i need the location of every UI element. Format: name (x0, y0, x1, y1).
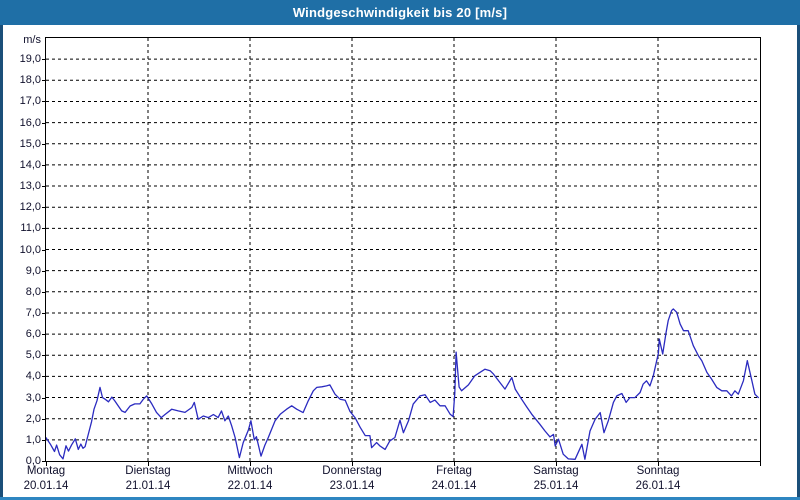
window-frame-right (797, 25, 800, 500)
x-axis-tick (46, 462, 47, 466)
x-axis-day-label: Samstag (533, 465, 579, 477)
x-axis-tick (454, 462, 455, 466)
y-axis-tick-label: 15,0 (19, 137, 41, 150)
x-axis-day-label: Dienstag (125, 465, 171, 477)
x-axis-day-label: Montag (26, 465, 66, 477)
y-axis-tick (42, 80, 46, 82)
y-axis-unit-label: m/s (23, 34, 41, 46)
y-axis-tick-label: 1,0 (25, 433, 41, 446)
y-axis-tick-label: 13,0 (19, 180, 41, 193)
wind-speed-line-chart (45, 38, 760, 461)
chart-title: Windgeschwindigkeit bis 20 [m/s] (292, 5, 508, 20)
y-axis-tick-label: 12,0 (19, 201, 41, 214)
y-axis-tick (42, 376, 46, 378)
window-frame-bottom (0, 497, 800, 500)
y-axis-tick (42, 397, 46, 399)
y-axis-tick-label: 3,0 (25, 391, 41, 404)
x-axis-date-label: 22.01.14 (227, 480, 273, 492)
x-axis-date-label: 25.01.14 (533, 480, 579, 492)
y-axis-tick-label: 8,0 (25, 285, 41, 298)
window-titlebar: Windgeschwindigkeit bis 20 [m/s] (0, 0, 800, 25)
y-axis-tick-label: 16,0 (19, 116, 41, 129)
y-axis-tick (42, 164, 46, 166)
x-axis-tick (352, 462, 353, 466)
x-axis-day-label: Freitag (436, 465, 472, 477)
x-axis-day-label: Sonntag (636, 465, 680, 477)
x-axis-date-label: 21.01.14 (125, 480, 171, 492)
wind-speed-series-line (45, 308, 759, 460)
y-axis-tick-label: 6,0 (25, 328, 41, 341)
y-axis-tick (42, 291, 46, 293)
x-axis-tick (556, 462, 557, 466)
y-axis-tick-label: 10,0 (19, 243, 41, 256)
y-axis-tick (42, 270, 46, 272)
x-axis-day-label: Donnerstag (322, 465, 382, 477)
y-axis-tick-label: 0,0 (25, 455, 41, 467)
y-axis-tick (42, 143, 46, 145)
y-axis-tick (42, 249, 46, 251)
y-axis-tick (42, 101, 46, 103)
y-axis-tick-label: 17,0 (19, 95, 41, 108)
y-axis-tick-label: 18,0 (19, 74, 41, 87)
y-axis-tick (42, 334, 46, 336)
y-axis-tick (42, 312, 46, 314)
x-axis-day-label: Mittwoch (227, 465, 273, 477)
x-axis-date-label: 26.01.14 (635, 480, 681, 492)
x-axis-tick (658, 462, 659, 466)
y-axis-tick (42, 461, 46, 462)
y-axis-tick-label: 14,0 (19, 158, 41, 171)
y-axis-tick (42, 59, 46, 61)
y-axis-tick (42, 186, 46, 188)
y-axis-tick-label: 11,0 (20, 222, 41, 235)
y-axis-tick-label: 4,0 (25, 370, 41, 383)
x-axis-date-label: 24.01.14 (431, 480, 477, 492)
x-axis-date-label: 20.01.14 (23, 480, 69, 492)
x-axis-tick (250, 462, 251, 466)
y-axis-tick-label: 5,0 (25, 349, 41, 362)
window-frame-left (0, 25, 3, 500)
plot-area (45, 37, 761, 462)
y-axis-tick (42, 439, 46, 441)
y-axis-tick (42, 228, 46, 230)
y-axis-tick-label: 19,0 (19, 53, 41, 66)
y-axis-tick-label: 2,0 (25, 412, 41, 425)
y-axis-tick-label: 7,0 (25, 306, 41, 319)
x-axis-date-label: 23.01.14 (329, 480, 375, 492)
y-axis-tick-label: 9,0 (25, 264, 41, 277)
y-axis-tick (42, 418, 46, 420)
x-axis-tick (760, 462, 761, 466)
x-axis-tick (148, 462, 149, 466)
y-axis-tick (42, 355, 46, 357)
y-axis-tick (42, 122, 46, 124)
y-axis-tick (42, 207, 46, 209)
